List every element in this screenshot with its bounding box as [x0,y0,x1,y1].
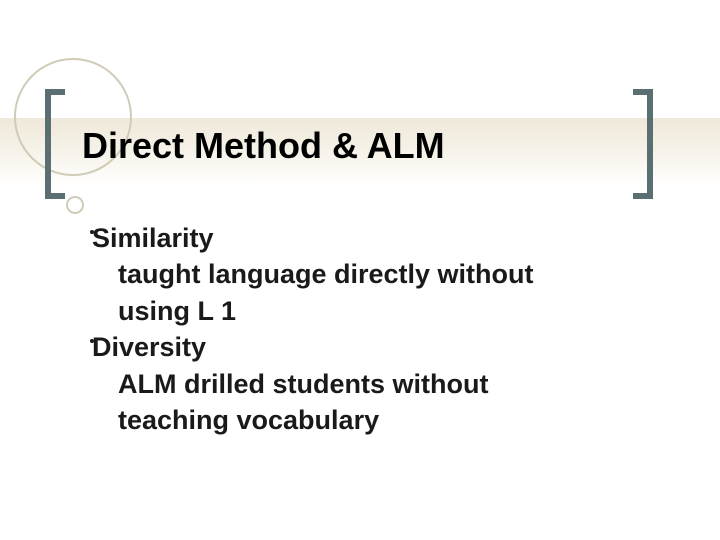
bullet-sub-line: using L 1 [118,293,652,329]
decorative-circle-small-icon [66,196,84,214]
slide: Direct Method & ALM Similarity taught la… [0,0,720,540]
bullet-head-text: Diversity [92,332,206,362]
bullet-item: Similarity [92,220,652,256]
bullet-sub-line: taught language directly without [118,256,652,292]
slide-body: Similarity taught language directly with… [92,220,652,439]
slide-title: Direct Method & ALM [82,125,445,167]
right-bracket-icon [631,89,653,199]
bullet-sub-line: ALM drilled students without [118,366,652,402]
bullet-dot-icon [90,230,94,234]
bullet-sub-line: teaching vocabulary [118,402,652,438]
bullet-head-text: Similarity [92,223,214,253]
left-bracket-icon [45,89,67,199]
bullet-item: Diversity [92,329,652,365]
